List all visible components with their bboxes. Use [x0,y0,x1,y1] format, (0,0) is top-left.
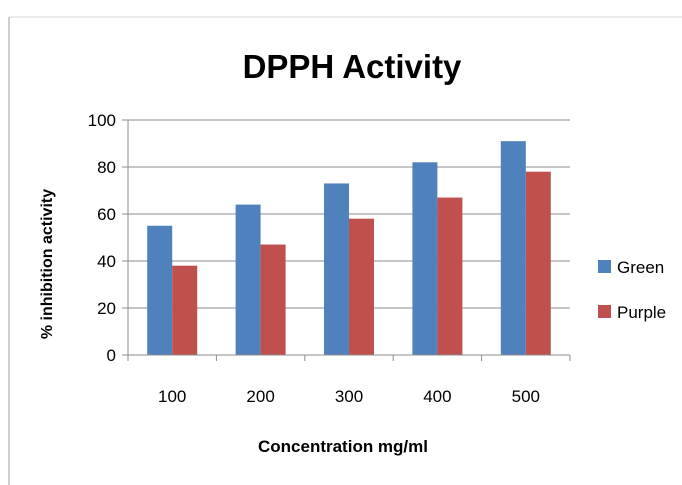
x-tick-label: 300 [335,387,363,406]
legend-swatch-purple [598,305,611,318]
bar-green-100 [147,225,173,355]
legend-swatch-green [598,260,611,273]
legend-label-purple: Purple [617,303,666,322]
y-tick-labels: 0 20 40 60 80 100 [88,111,116,365]
bars [147,141,551,355]
axes [127,120,571,361]
y-tick-label: 80 [97,158,116,177]
chart-title: DPPH Activity [243,48,462,85]
y-tick-label: 60 [97,205,116,224]
bar-green-500 [500,141,526,355]
y-tick-label: 40 [97,252,116,271]
y-tick-label: 20 [97,299,116,318]
bar-purple-300 [349,218,374,355]
x-tick-label: 100 [158,387,186,406]
x-tick-labels: 100 200 300 400 500 [158,387,540,406]
legend: Green Purple [598,258,666,322]
bar-green-300 [324,183,349,355]
x-tick-label: 400 [423,387,451,406]
x-axis-label: Concentration mg/ml [258,437,428,456]
bar-green-200 [235,204,261,355]
bar-purple-500 [525,171,551,355]
y-tick-label: 100 [88,111,116,130]
x-tick-label: 500 [512,387,540,406]
bar-purple-100 [172,265,198,355]
x-tick-label: 200 [246,387,274,406]
y-tick-label: 0 [107,346,116,365]
bar-purple-400 [437,197,463,355]
bar-green-400 [412,162,438,355]
y-axis-label: % inhibition activity [39,189,56,339]
legend-label-green: Green [617,258,664,277]
bar-purple-200 [260,244,286,355]
